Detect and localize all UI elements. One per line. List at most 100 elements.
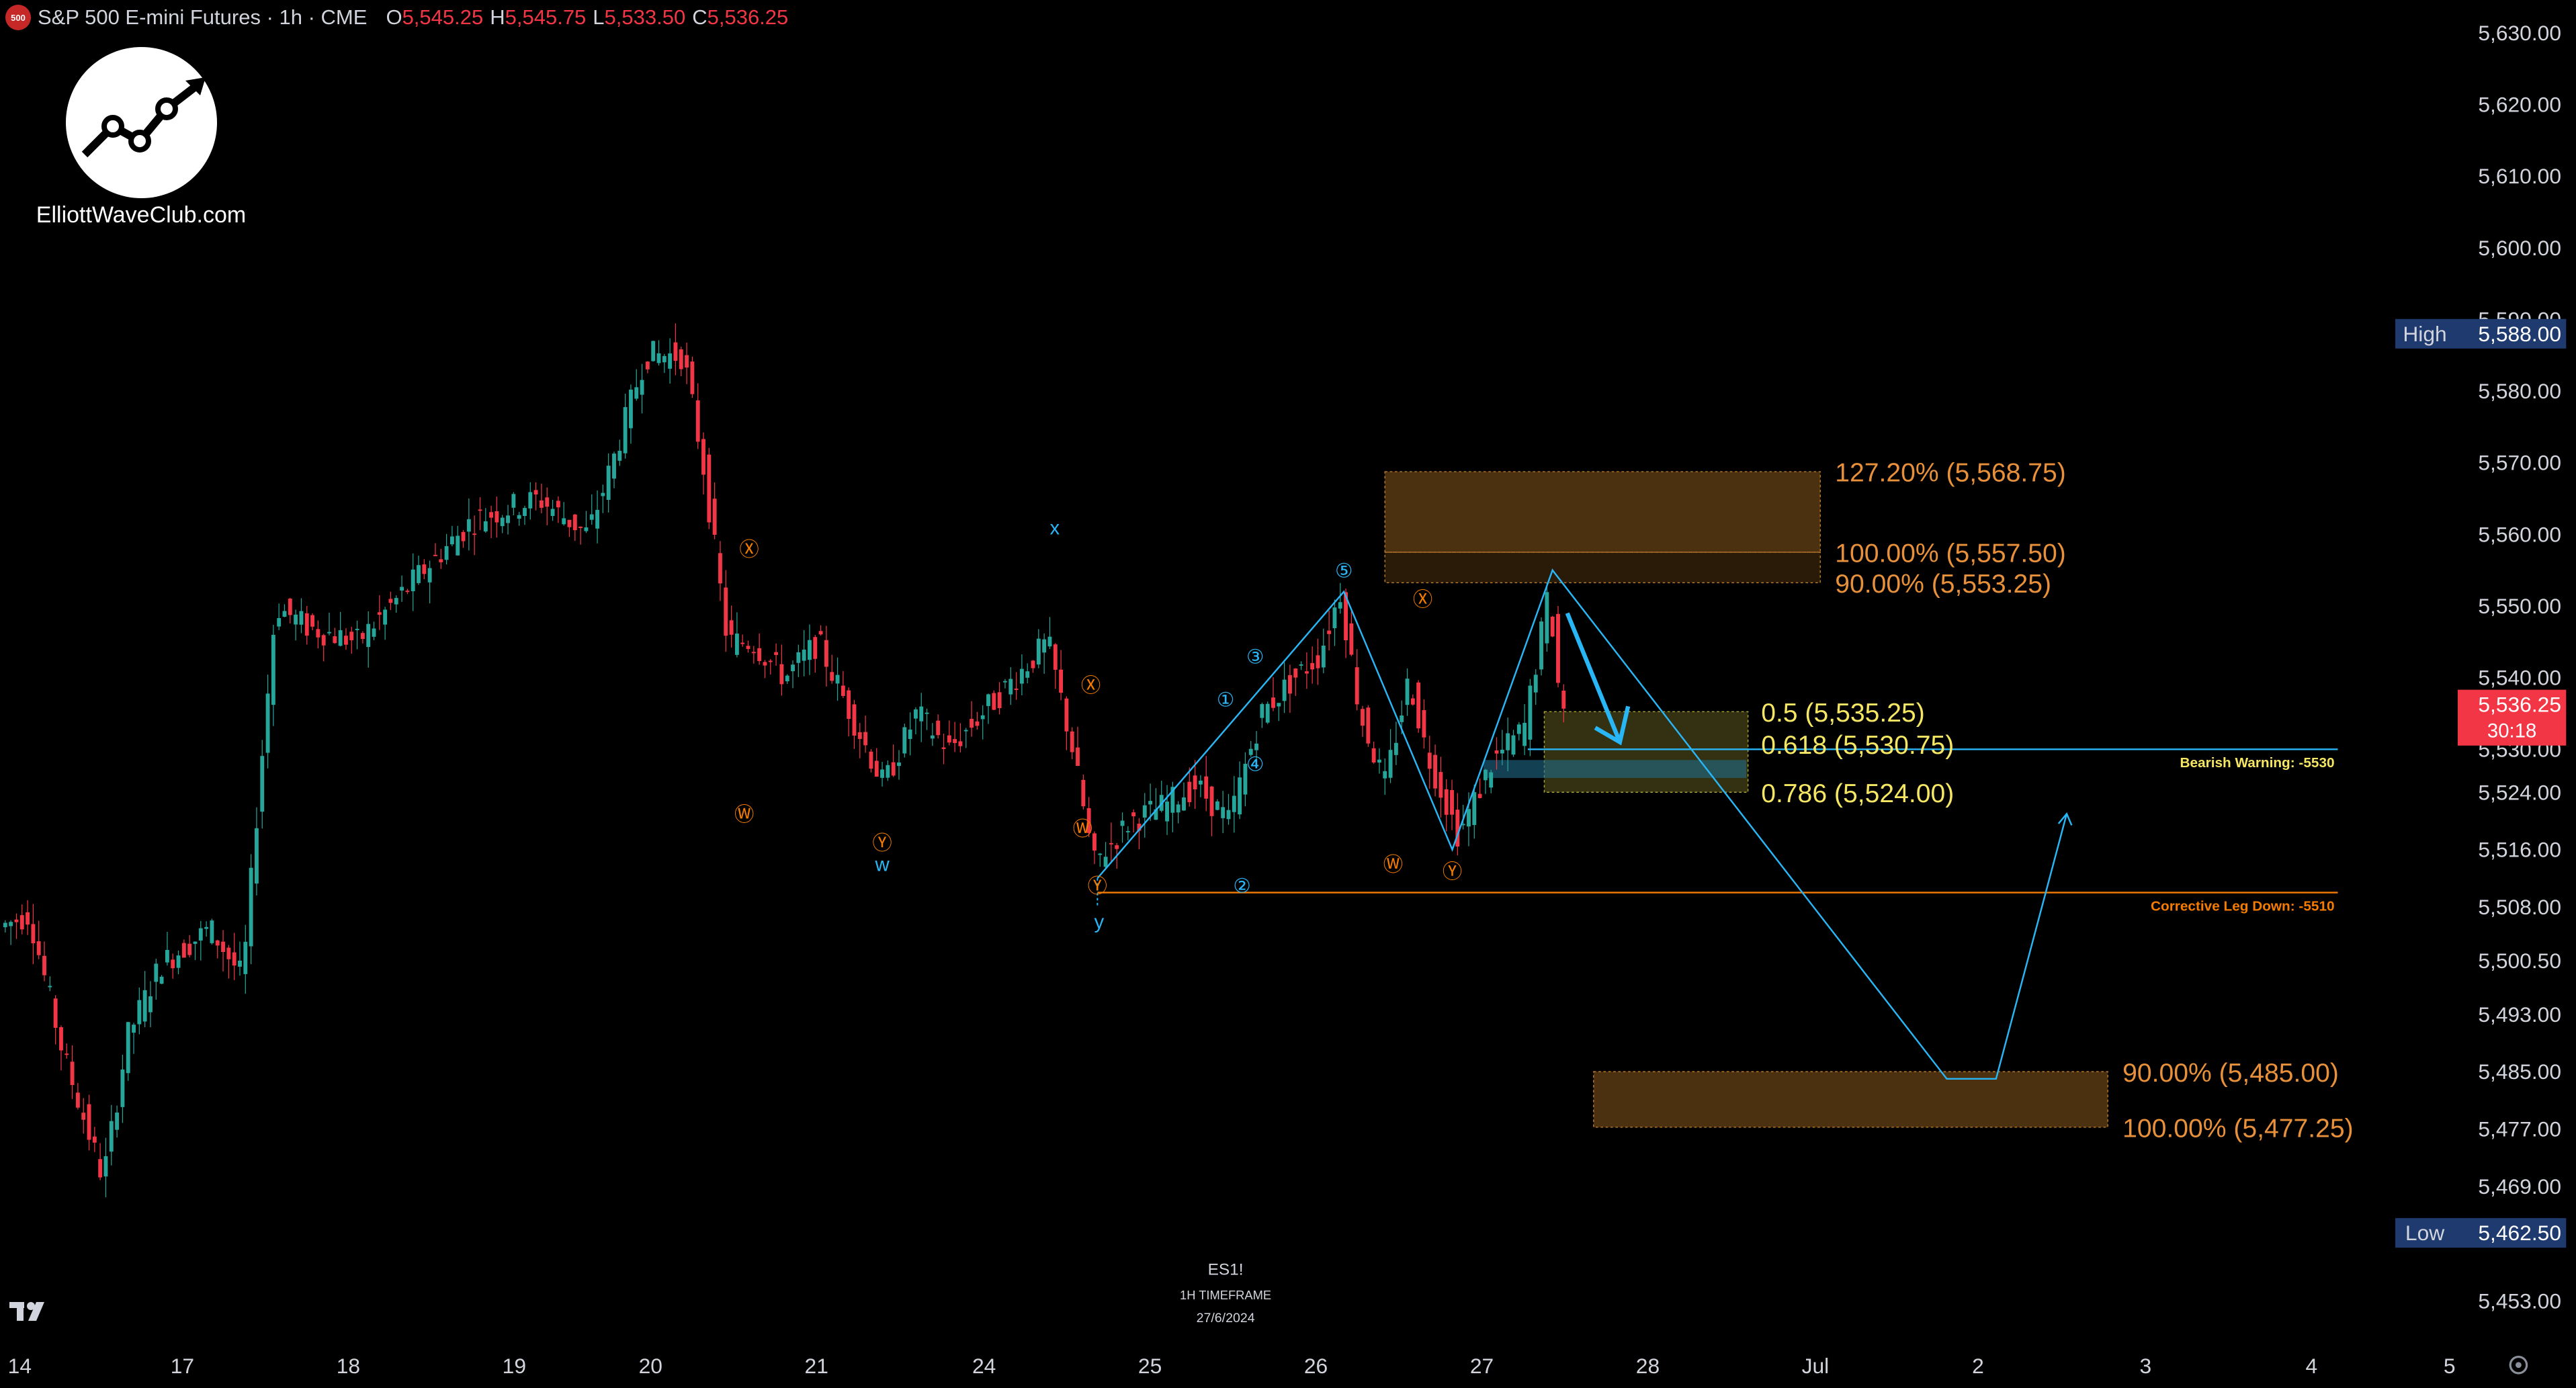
candle — [377, 595, 382, 630]
candle — [126, 1022, 130, 1081]
candle — [1377, 748, 1381, 774]
candle — [1293, 668, 1298, 696]
price-axis[interactable]: 5,453.00 5,462.50 5,469.00 5,477.00 5,485.00… — [2478, 21, 2561, 1313]
candle — [1176, 801, 1180, 824]
candle — [198, 920, 203, 961]
candle — [483, 508, 488, 533]
candle — [81, 1098, 86, 1134]
candle — [695, 383, 700, 449]
candle — [1539, 617, 1543, 676]
candle — [584, 511, 589, 533]
candle — [299, 598, 304, 634]
candle — [1193, 760, 1197, 809]
candle — [712, 482, 717, 539]
wave-label: ⑤ — [1335, 560, 1353, 582]
candle — [925, 708, 929, 730]
candle — [1516, 722, 1521, 741]
x-tick-label: 2 — [1972, 1354, 1984, 1378]
candle — [874, 748, 879, 777]
candle — [1366, 705, 1371, 747]
candle — [495, 496, 499, 538]
candle — [1310, 646, 1315, 684]
wave-projection-path[interactable] — [1097, 568, 2068, 1080]
candle — [187, 935, 192, 958]
candle — [1086, 797, 1091, 837]
candle — [360, 631, 365, 644]
candle — [349, 626, 354, 654]
candle — [489, 505, 494, 538]
candle — [165, 932, 169, 966]
fib-zone-2[interactable] — [1543, 711, 1749, 793]
fib-label-5: 0.786 (5,524.00) — [1761, 779, 1954, 808]
annotation-timeframe: 1H TIMEFRAME — [1180, 1288, 1271, 1302]
candle — [746, 640, 750, 653]
candle — [1008, 667, 1013, 705]
y-tick-label: 5,453.00 — [2478, 1289, 2561, 1313]
low-price-tag: Low 5,462.50 — [2395, 1218, 2567, 1248]
fib-zone-0[interactable] — [1384, 471, 1821, 553]
ohlc-open-key: O — [386, 5, 402, 29]
candle — [857, 723, 862, 758]
candle — [830, 654, 834, 684]
candle — [578, 526, 583, 545]
candle — [724, 570, 728, 652]
candle — [137, 987, 142, 1035]
candle — [891, 744, 896, 777]
candle — [1361, 705, 1365, 737]
candle — [1042, 633, 1047, 674]
candle — [120, 1054, 125, 1123]
candle — [3, 920, 7, 932]
candle — [48, 976, 52, 992]
wave-label: ① — [1217, 689, 1234, 711]
candle — [1556, 606, 1560, 688]
time-axis[interactable]: 14 17 18 19 20 21 24 25 26 27 28 Jul 2 3 4 5 — [8, 1354, 2456, 1378]
candle — [1405, 668, 1410, 716]
y-tick-label: 5,516.00 — [2478, 838, 2561, 862]
candle — [1070, 727, 1074, 760]
candle — [1226, 793, 1231, 825]
x-tick-label: 25 — [1138, 1354, 1162, 1378]
y-tick-label: 5,493.00 — [2478, 1002, 2561, 1027]
candle — [472, 515, 477, 556]
candle — [338, 611, 343, 647]
high-price-tag-label: High — [2403, 322, 2446, 346]
y-tick-label: 5,508.00 — [2478, 895, 2561, 919]
candle — [1165, 785, 1169, 835]
x-tick-label: 18 — [337, 1354, 360, 1378]
ohlc-high-value: 5,545.75 — [505, 5, 587, 29]
symbol-title[interactable]: S&P 500 E-mini Futures · 1h · CME — [38, 5, 368, 29]
x-tick-label: 24 — [972, 1354, 996, 1378]
candle — [595, 490, 599, 544]
candle — [936, 714, 941, 739]
fib-label-0: 127.20% (5,568.75) — [1835, 459, 2066, 488]
candle — [1422, 699, 1426, 749]
candle — [601, 484, 605, 513]
candle — [751, 646, 756, 664]
settings-icon[interactable] — [2509, 1355, 2528, 1375]
candle — [422, 559, 427, 580]
candle — [1416, 680, 1421, 733]
wave-label: Ⓦ — [1383, 854, 1403, 876]
y-tick-label: 5,485.00 — [2478, 1059, 2561, 1084]
candle — [763, 660, 767, 679]
y-tick-label: 5,550.00 — [2478, 594, 2561, 618]
fib-zone-3[interactable] — [1593, 1071, 2108, 1128]
fib-zone-1[interactable] — [1384, 552, 1821, 584]
candle — [70, 1045, 75, 1099]
x-tick-label: 28 — [1636, 1354, 1660, 1378]
candle — [466, 498, 471, 551]
wave-label: Ⓦ — [1073, 818, 1092, 840]
tradingview-logo-icon[interactable] — [9, 1301, 52, 1327]
symbol-badge[interactable]: 500 — [5, 5, 31, 30]
candle — [154, 959, 159, 1000]
candle — [941, 733, 946, 765]
candle — [662, 353, 667, 374]
candle — [740, 634, 745, 647]
ohlc-high: H5,545.75 — [483, 5, 586, 30]
candle — [1232, 776, 1236, 833]
candle — [238, 941, 242, 976]
candle — [461, 530, 466, 548]
ohlc-low-value: 5,533.50 — [604, 5, 686, 29]
candle — [617, 439, 622, 466]
